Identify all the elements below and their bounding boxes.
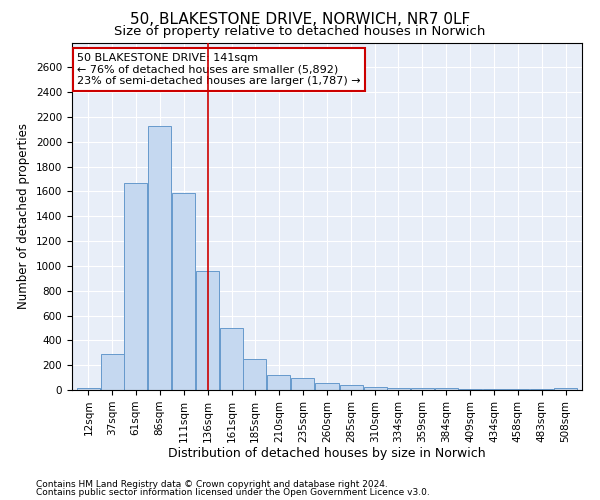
Bar <box>386 388 410 390</box>
Bar <box>292 378 314 390</box>
Y-axis label: Number of detached properties: Number of detached properties <box>17 123 31 309</box>
Bar <box>124 182 147 390</box>
Bar <box>268 375 290 390</box>
X-axis label: Distribution of detached houses by size in Norwich: Distribution of detached houses by size … <box>168 448 486 460</box>
Bar <box>220 328 243 390</box>
Bar <box>411 388 434 390</box>
Bar <box>435 388 458 390</box>
Bar <box>316 383 338 390</box>
Bar <box>172 192 195 390</box>
Text: Contains HM Land Registry data © Crown copyright and database right 2024.: Contains HM Land Registry data © Crown c… <box>36 480 388 489</box>
Bar <box>554 388 577 390</box>
Bar <box>506 389 529 390</box>
Bar <box>243 359 266 390</box>
Bar <box>459 389 482 390</box>
Bar <box>340 385 362 390</box>
Bar <box>148 126 171 390</box>
Text: 50, BLAKESTONE DRIVE, NORWICH, NR7 0LF: 50, BLAKESTONE DRIVE, NORWICH, NR7 0LF <box>130 12 470 28</box>
Text: Size of property relative to detached houses in Norwich: Size of property relative to detached ho… <box>115 25 485 38</box>
Bar <box>101 354 124 390</box>
Bar <box>77 388 100 390</box>
Bar <box>364 387 386 390</box>
Bar <box>196 271 219 390</box>
Text: 50 BLAKESTONE DRIVE: 141sqm
← 76% of detached houses are smaller (5,892)
23% of : 50 BLAKESTONE DRIVE: 141sqm ← 76% of det… <box>77 53 361 86</box>
Text: Contains public sector information licensed under the Open Government Licence v3: Contains public sector information licen… <box>36 488 430 497</box>
